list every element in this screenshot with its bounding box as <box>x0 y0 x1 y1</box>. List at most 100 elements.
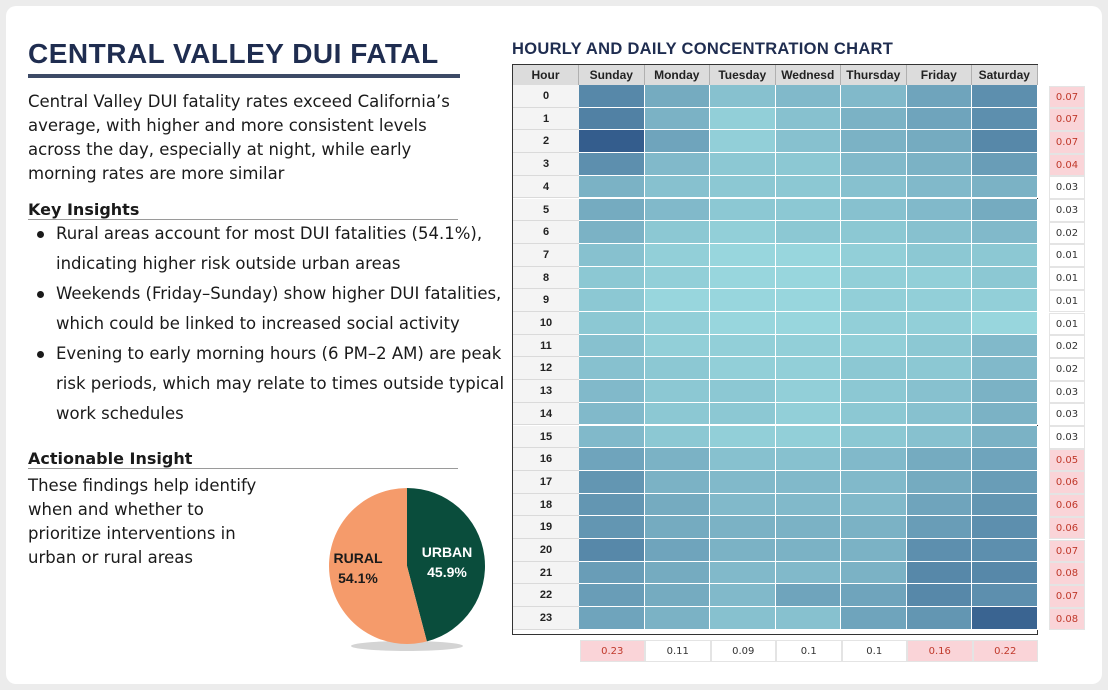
heatmap-cell <box>644 221 710 244</box>
heatmap-cell <box>906 153 972 176</box>
row-total-cell: 0.01 <box>1049 289 1085 313</box>
heatmap-row-header: 22 <box>513 584 579 608</box>
pie-label-urban: URBAN 45.9% <box>414 542 480 582</box>
heatmap-cell <box>775 516 841 539</box>
row-total-cell: 0.06 <box>1049 494 1085 517</box>
heatmap-cell <box>579 130 645 154</box>
heatmap-cell <box>644 402 710 426</box>
heatmap-cell <box>644 448 710 471</box>
heatmap-cell <box>644 607 710 630</box>
actionable-insight-text: These findings help identify when and wh… <box>28 476 257 567</box>
heatmap-cell <box>906 448 972 471</box>
insight-text: Rural areas account for most DUI fatalit… <box>56 224 483 273</box>
heatmap-cell <box>775 357 841 381</box>
row-total-cell: 0.03 <box>1049 380 1085 404</box>
heatmap-cell <box>710 221 776 244</box>
heatmap-cell <box>579 312 645 335</box>
hourly-daily-heatmap: Hour Sunday Monday Tuesday Wednesd Thursday Fr… <box>512 64 1038 635</box>
heatmap-cell <box>775 266 841 290</box>
heatmap-cell <box>579 425 645 449</box>
heatmap-cell <box>644 380 710 403</box>
heatmap-cell <box>841 402 907 426</box>
heatmap-cell <box>972 289 1038 312</box>
insight-text: Evening to early morning hours (6 PM–2 A… <box>56 344 505 423</box>
heatmap-cell <box>644 493 710 517</box>
heatmap-cell <box>972 153 1038 176</box>
heatmap-cell <box>775 584 841 608</box>
heatmap-cell <box>972 402 1038 426</box>
heatmap-cell <box>710 425 776 449</box>
urban-value-label: 45.9% <box>427 564 467 580</box>
heatmap-cell <box>841 448 907 471</box>
heatmap-cell <box>906 425 972 449</box>
heatmap-cell <box>579 470 645 494</box>
heatmap-cell <box>579 607 645 630</box>
heatmap-cell <box>644 130 710 154</box>
heatmap-cell <box>644 334 710 358</box>
heatmap-cell <box>710 402 776 426</box>
heatmap-cell <box>579 539 645 562</box>
heatmap-cell <box>841 266 907 290</box>
heatmap-row-header: 23 <box>513 607 579 630</box>
heatmap-cell <box>579 175 645 199</box>
heatmap-cell <box>972 493 1038 517</box>
heatmap-cell <box>841 175 907 199</box>
row-total-cell: 0.03 <box>1049 426 1085 449</box>
heatmap-cell <box>906 266 972 290</box>
heatmap-cell <box>775 107 841 131</box>
heatmap-cell <box>644 561 710 585</box>
heatmap-cell <box>579 289 645 312</box>
heatmap-cell <box>841 289 907 312</box>
heatmap-column-header: Saturday <box>972 65 1038 85</box>
heatmap-cell <box>775 85 841 108</box>
heatmap-cell <box>710 448 776 471</box>
heatmap-cell <box>710 561 776 585</box>
insight-text: Weekends (Friday–Sunday) show higher DUI… <box>56 284 502 333</box>
heatmap-row-header: 4 <box>513 175 579 199</box>
heatmap-cell <box>972 380 1038 403</box>
column-total-cell: 0.22 <box>972 640 1038 662</box>
heatmap-cell <box>644 425 710 449</box>
heatmap-cell <box>972 584 1038 608</box>
heatmap-cell <box>841 312 907 335</box>
heatmap-row-header: 0 <box>513 85 579 108</box>
heatmap-column-header: Sunday <box>579 65 645 85</box>
heatmap-column-header: Monday <box>644 65 710 85</box>
heatmap-row-header-label: Hour <box>513 65 579 85</box>
column-total-cell: 0.11 <box>645 640 711 662</box>
heatmap-cell <box>906 380 972 403</box>
heatmap-row-header: 18 <box>513 493 579 517</box>
heatmap-cell <box>775 289 841 312</box>
heatmap-row-header: 9 <box>513 289 579 312</box>
row-total-cell: 0.07 <box>1049 584 1085 608</box>
urban-category-label: URBAN <box>421 544 473 560</box>
heatmap-cell <box>972 357 1038 381</box>
bullet-dot <box>37 351 44 358</box>
row-total-cell: 0.03 <box>1049 199 1085 222</box>
heatmap-cell <box>841 334 907 358</box>
row-total-cell: 0.07 <box>1049 108 1085 131</box>
heatmap-cell <box>710 334 776 358</box>
heatmap-cell <box>644 516 710 539</box>
heatmap-cell <box>710 153 776 176</box>
row-total-cell: 0.02 <box>1049 335 1085 358</box>
insight-item: Evening to early morning hours (6 PM–2 A… <box>28 339 513 429</box>
heatmap-cell <box>775 334 841 358</box>
heatmap-cell <box>775 448 841 471</box>
heatmap-cell <box>579 198 645 222</box>
heatmap-cell <box>710 289 776 312</box>
heatmap-row-header: 10 <box>513 312 579 335</box>
heatmap-cell <box>906 493 972 517</box>
heatmap-cell <box>710 607 776 630</box>
bullet-dot <box>37 231 44 238</box>
column-total-cell: 0.1 <box>841 640 907 662</box>
heatmap-cell <box>579 584 645 608</box>
heatmap-column-header: Wednesd <box>775 65 841 85</box>
heatmap-cell <box>906 107 972 131</box>
insight-item: Weekends (Friday–Sunday) show higher DUI… <box>28 279 513 339</box>
heatmap-cell <box>972 221 1038 244</box>
row-total-cell: 0.05 <box>1049 448 1085 472</box>
heatmap-row-header: 17 <box>513 470 579 494</box>
heatmap-cell <box>644 266 710 290</box>
heatmap-cell <box>710 107 776 131</box>
